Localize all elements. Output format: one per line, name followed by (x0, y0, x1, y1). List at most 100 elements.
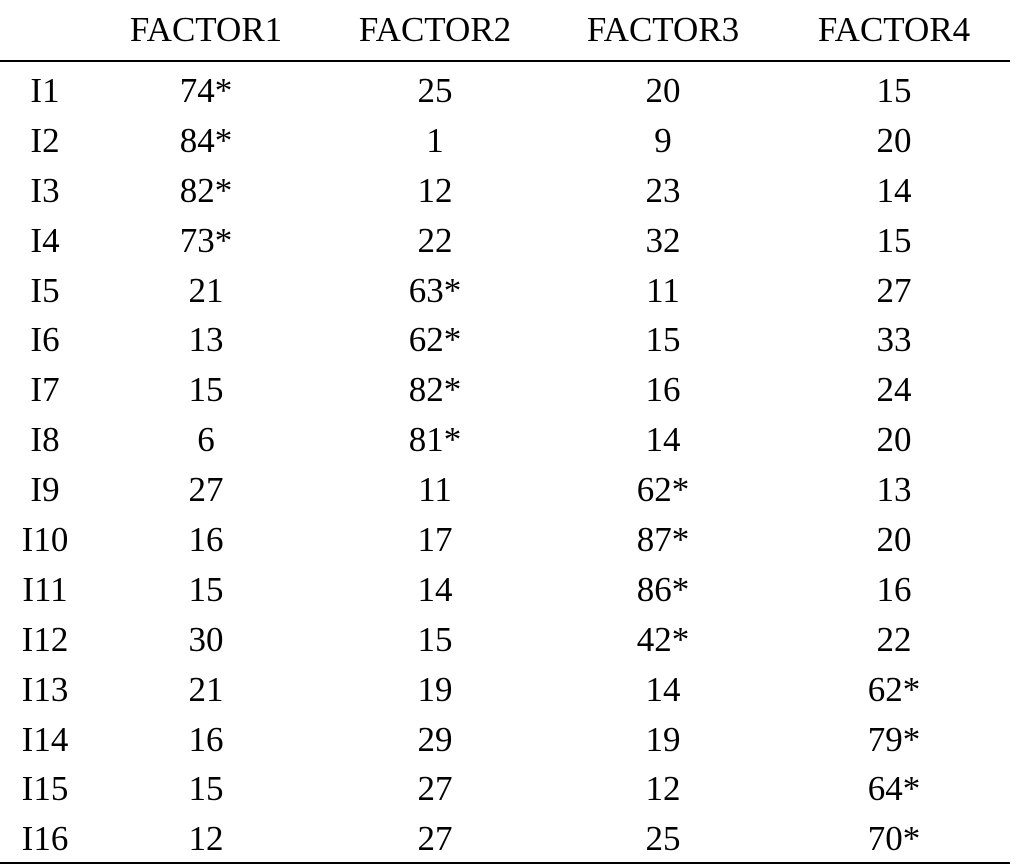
table-cell: 20 (645, 70, 681, 110)
table-cell: 20 (876, 120, 912, 160)
table-cell: 6 (197, 420, 215, 460)
table-row: I2 84* 1 9 20 (0, 116, 1010, 166)
table-cell: 62* (867, 669, 921, 709)
table-row: I8 6 81* 14 20 (0, 415, 1010, 465)
table-header: FACTOR1 FACTOR2 FACTOR3 FACTOR4 (0, 0, 1010, 62)
table-cell: 25 (417, 70, 453, 110)
table-cell: 21 (188, 669, 224, 709)
table-cell: 25 (645, 819, 681, 859)
table-cell: 14 (645, 420, 681, 460)
table-cell: 15 (188, 569, 224, 609)
table-row: I6 13 62* 15 33 (0, 315, 1010, 365)
table-cell: 22 (417, 220, 453, 260)
table-cell: 11 (646, 270, 680, 310)
table-row: I14 16 29 19 79* (0, 715, 1010, 765)
table-row: I5 21 63* 11 27 (0, 266, 1010, 316)
table-cell: 16 (645, 370, 681, 410)
table-row: I3 82* 12 23 14 (0, 166, 1010, 216)
table-cell: 79* (867, 719, 921, 759)
table-cell: 22 (876, 619, 912, 659)
table-cell: 9 (654, 120, 672, 160)
table-cell: 15 (876, 70, 912, 110)
table-cell: 30 (188, 619, 224, 659)
table-row: I10 16 17 87* 20 (0, 515, 1010, 565)
table-cell: 74* (179, 70, 233, 110)
row-label: I10 (21, 519, 69, 559)
row-label: I8 (30, 420, 60, 460)
row-label: I11 (22, 569, 68, 609)
table-cell: 19 (645, 719, 681, 759)
table-cell: 11 (418, 470, 452, 510)
table-cell: 15 (417, 619, 453, 659)
header-cell-factor4: FACTOR4 (778, 0, 1010, 62)
table-cell: 64* (867, 769, 921, 809)
table-cell: 15 (645, 320, 681, 360)
table-cell: 70* (867, 819, 921, 859)
table-cell: 14 (417, 569, 453, 609)
table-cell: 15 (876, 220, 912, 260)
table-row: I12 30 15 42* 22 (0, 615, 1010, 665)
row-label: I4 (30, 220, 60, 260)
table-cell: 24 (876, 370, 912, 410)
table-cell: 12 (417, 170, 453, 210)
table-cell: 1 (426, 120, 444, 160)
table-cell: 14 (876, 170, 912, 210)
table-cell: 17 (417, 519, 453, 559)
row-label: I7 (30, 370, 60, 410)
table-cell: 13 (876, 470, 912, 510)
table-cell: 16 (876, 569, 912, 609)
table-cell: 15 (188, 370, 224, 410)
table-row: I9 27 11 62* 13 (0, 465, 1010, 515)
table-cell: 86* (636, 569, 690, 609)
row-label: I12 (21, 619, 69, 659)
row-label: I1 (30, 70, 60, 110)
table-cell: 27 (876, 270, 912, 310)
table-cell: 42* (636, 619, 690, 659)
table-cell: 27 (188, 470, 224, 510)
table-cell: 84* (179, 120, 233, 160)
row-label: I15 (21, 769, 69, 809)
row-label: I13 (21, 669, 69, 709)
table-cell: 12 (188, 819, 224, 859)
header-cell-factor2: FACTOR2 (322, 0, 548, 62)
table-cell: 14 (645, 669, 681, 709)
table-row: I11 15 14 86* 16 (0, 565, 1010, 615)
table-cell: 63* (408, 270, 462, 310)
table-cell: 62* (408, 320, 462, 360)
table-cell: 20 (876, 420, 912, 460)
table-cell: 87* (636, 519, 690, 559)
header-cell-factor3: FACTOR3 (548, 0, 778, 62)
table-row: I1 74* 25 20 15 (0, 61, 1010, 116)
table-cell: 12 (645, 769, 681, 809)
table-cell: 16 (188, 519, 224, 559)
table-cell: 21 (188, 270, 224, 310)
table-cell: 62* (636, 470, 690, 510)
table-cell: 13 (188, 320, 224, 360)
table-cell: 73* (179, 220, 233, 260)
table-cell: 23 (645, 170, 681, 210)
row-label: I2 (30, 120, 60, 160)
row-label: I6 (30, 320, 60, 360)
table-cell: 32 (645, 220, 681, 260)
row-label: I5 (30, 270, 60, 310)
table-body: I1 74* 25 20 15 I2 84* 1 9 20 I3 82* 12 … (0, 61, 1010, 864)
table-cell: 27 (417, 819, 453, 859)
table-row: I4 73* 22 32 15 (0, 216, 1010, 266)
table-cell: 15 (188, 769, 224, 809)
row-label: I3 (30, 170, 60, 210)
table-cell: 29 (417, 719, 453, 759)
header-cell-factor1: FACTOR1 (90, 0, 322, 62)
table-cell: 82* (408, 370, 462, 410)
table-cell: 19 (417, 669, 453, 709)
header-row: FACTOR1 FACTOR2 FACTOR3 FACTOR4 (0, 0, 1010, 62)
row-label: I16 (21, 819, 69, 859)
table-cell: 33 (876, 320, 912, 360)
table-row: I15 15 27 12 64* (0, 764, 1010, 814)
table-row: I7 15 82* 16 24 (0, 365, 1010, 415)
row-label: I14 (21, 719, 69, 759)
table-cell: 27 (417, 769, 453, 809)
header-cell-corner (0, 0, 90, 62)
table-cell: 81* (408, 420, 462, 460)
